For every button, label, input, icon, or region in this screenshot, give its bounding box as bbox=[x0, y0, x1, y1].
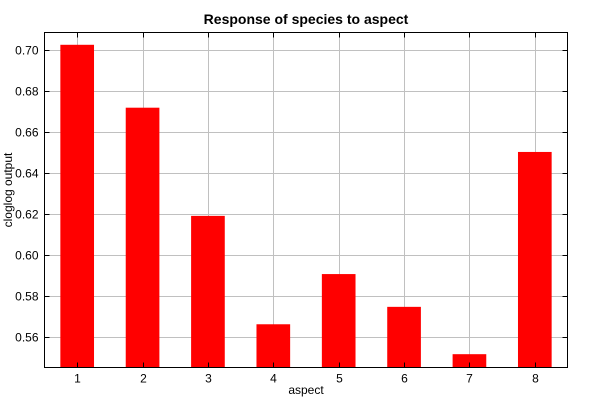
bar bbox=[387, 306, 421, 368]
x-tick-label: 8 bbox=[532, 372, 539, 386]
x-tick-label: 6 bbox=[401, 372, 408, 386]
chart-title: Response of species to aspect bbox=[204, 11, 409, 27]
y-tick-labels: 0.56 0.58 0.60 0.62 0.64 0.66 0.68 0.70 bbox=[15, 44, 39, 345]
bar bbox=[517, 151, 552, 368]
x-tick-label: 4 bbox=[270, 372, 277, 386]
plot-frame bbox=[44, 32, 568, 368]
y-axis-label: cloglog output bbox=[1, 152, 15, 227]
bar bbox=[125, 107, 160, 368]
bar bbox=[321, 274, 356, 368]
x-tick-labels: 1 2 3 4 5 6 7 8 bbox=[74, 372, 539, 386]
x-tick-label: 1 bbox=[74, 372, 81, 386]
bar bbox=[60, 44, 95, 368]
y-tick-label: 0.68 bbox=[15, 85, 39, 99]
y-tick-label: 0.58 bbox=[15, 290, 39, 304]
bar bbox=[452, 354, 487, 368]
ticks bbox=[44, 32, 568, 368]
bar bbox=[256, 324, 291, 368]
y-tick-label: 0.56 bbox=[15, 331, 39, 345]
bars bbox=[60, 44, 552, 368]
y-tick-label: 0.60 bbox=[15, 249, 39, 263]
y-tick-label: 0.62 bbox=[15, 208, 39, 222]
x-axis-label: aspect bbox=[288, 383, 324, 397]
x-tick-label: 2 bbox=[140, 372, 147, 386]
bar bbox=[191, 215, 225, 368]
y-tick-label: 0.70 bbox=[15, 44, 39, 58]
x-tick-label: 5 bbox=[336, 372, 343, 386]
y-tick-label: 0.66 bbox=[15, 126, 39, 140]
y-tick-label: 0.64 bbox=[15, 167, 39, 181]
grid-lines bbox=[44, 32, 568, 368]
x-tick-label: 3 bbox=[205, 372, 212, 386]
x-tick-label: 7 bbox=[466, 372, 473, 386]
